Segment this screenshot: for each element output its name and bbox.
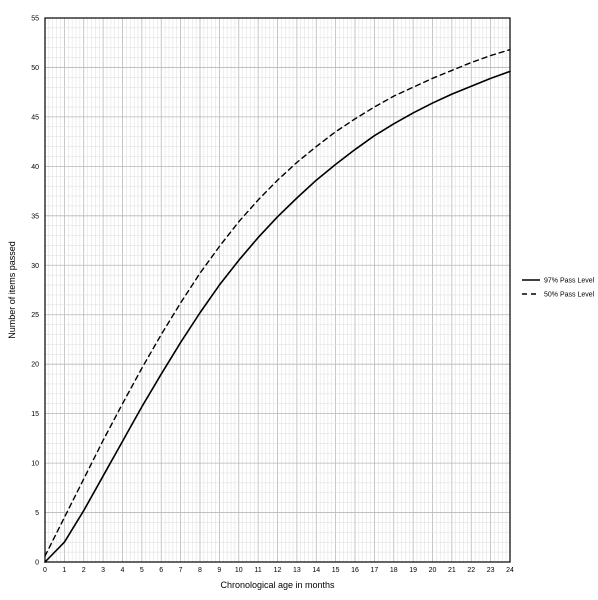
svg-text:5: 5 [140,567,144,574]
svg-text:40: 40 [31,164,39,171]
svg-text:16: 16 [351,567,359,574]
svg-text:11: 11 [254,567,261,574]
legend-label: 97% Pass Level [544,278,595,285]
svg-text:3: 3 [101,567,105,574]
svg-text:12: 12 [274,567,282,574]
chart-bg [0,0,598,600]
line-chart: 0123456789101112131415161718192021222324… [0,0,598,600]
svg-text:13: 13 [293,567,301,574]
svg-text:5: 5 [35,510,39,517]
svg-text:7: 7 [179,567,183,574]
svg-text:20: 20 [429,567,437,574]
svg-text:35: 35 [31,213,39,220]
legend-label: 50% Pass Level [544,292,595,299]
svg-text:55: 55 [31,16,39,23]
svg-text:22: 22 [467,567,475,574]
svg-text:15: 15 [31,411,39,418]
x-axis-label: Chronological age in months [220,580,335,590]
y-axis-label: Number of items passed [7,241,17,339]
svg-text:45: 45 [31,114,39,121]
svg-text:0: 0 [35,560,39,567]
svg-text:14: 14 [312,567,320,574]
svg-text:18: 18 [390,567,398,574]
svg-text:10: 10 [235,567,243,574]
svg-text:6: 6 [159,567,163,574]
svg-text:4: 4 [121,567,125,574]
svg-text:24: 24 [506,567,514,574]
svg-text:8: 8 [198,567,202,574]
svg-text:19: 19 [409,567,417,574]
svg-text:30: 30 [31,263,39,270]
svg-text:1: 1 [62,567,66,574]
svg-text:20: 20 [31,362,39,369]
svg-text:15: 15 [332,567,340,574]
page: 0123456789101112131415161718192021222324… [0,0,598,600]
svg-text:25: 25 [31,312,39,319]
svg-text:21: 21 [448,567,456,574]
svg-text:9: 9 [217,567,221,574]
svg-text:50: 50 [31,65,39,72]
svg-text:10: 10 [31,461,39,468]
svg-text:23: 23 [487,567,495,574]
svg-text:2: 2 [82,567,86,574]
svg-text:0: 0 [43,567,47,574]
svg-text:17: 17 [370,567,378,574]
chart-container: 0123456789101112131415161718192021222324… [0,0,598,600]
